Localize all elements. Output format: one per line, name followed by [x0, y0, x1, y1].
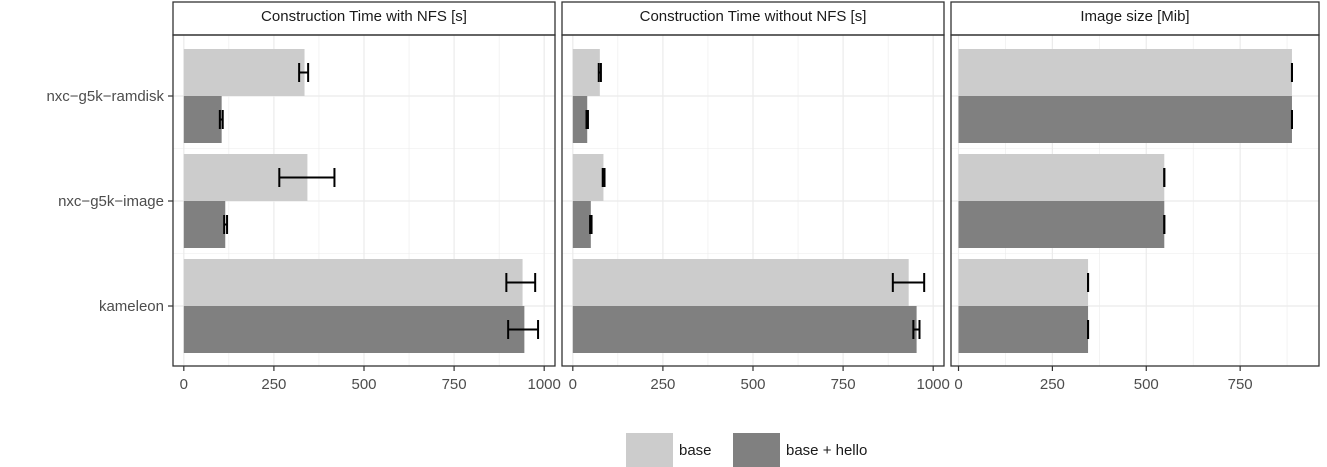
- error-bar-base-nxc-g5k-ramdisk: [298, 63, 310, 82]
- bar-base-hello-nxc-g5k-ramdisk: [958, 96, 1292, 143]
- facet-strip: [173, 2, 555, 35]
- legend-key-base: [626, 433, 673, 467]
- legend-label-base: base: [679, 442, 712, 459]
- legend-key-base-hello: [733, 433, 780, 467]
- facet-title: Construction Time without NFS [s]: [640, 8, 867, 25]
- bar-base-nxc-g5k-image: [958, 154, 1165, 201]
- error-bar-base-nxc-g5k-image: [278, 168, 336, 187]
- error-bar-base-hello-nxc-g5k-ramdisk: [218, 110, 224, 129]
- error-bar-base-hello-kameleon: [507, 320, 540, 339]
- facet-panel-1: Construction Time with NFS [s] 0 250 500 750…: [172, 1, 561, 393]
- bar-base-hello-nxc-g5k-ramdisk: [572, 96, 588, 143]
- x-tick-label: 250: [650, 376, 675, 393]
- facet-title: Image size [Mib]: [1080, 8, 1189, 25]
- x-tick-label: 500: [1134, 376, 1159, 393]
- bar-base-hello-kameleon: [183, 306, 525, 353]
- bar-base-hello-nxc-g5k-image: [958, 201, 1165, 248]
- error-bar-base-nxc-g5k-ramdisk: [597, 63, 602, 82]
- strip-border: [172, 1, 556, 36]
- y-tick-label-nxc-g5k-image: nxc−g5k−image: [58, 193, 164, 210]
- error-bar-base-kameleon: [505, 273, 537, 292]
- x-tick-label: 500: [351, 376, 376, 393]
- facet-title: Construction Time with NFS [s]: [261, 8, 467, 25]
- bar-base-kameleon: [572, 259, 909, 306]
- facet-panel-3: Image size [Mib] 0 250 500 750: [950, 1, 1320, 393]
- bar-base-kameleon: [183, 259, 523, 306]
- bar-base-hello-nxc-g5k-image: [572, 201, 591, 248]
- bar-base-nxc-g5k-ramdisk: [572, 49, 600, 96]
- bar-base-hello-nxc-g5k-ramdisk: [183, 96, 222, 143]
- x-tick-label: 1000: [917, 376, 950, 393]
- x-tick-label: 500: [740, 376, 765, 393]
- y-tick-label-nxc-g5k-ramdisk: nxc−g5k−ramdisk: [46, 88, 164, 105]
- x-tick-label: 1000: [528, 376, 561, 393]
- x-tick-label: 250: [261, 376, 286, 393]
- x-tick-label: 0: [569, 376, 577, 393]
- facet-strip: [951, 2, 1319, 35]
- x-tick-label: 250: [1040, 376, 1065, 393]
- error-bar-base-kameleon: [891, 273, 926, 292]
- error-bar-base-hello-kameleon: [912, 320, 921, 339]
- facet-strip: [562, 2, 944, 35]
- bar-base-nxc-g5k-image: [572, 154, 604, 201]
- legend: base base + hello: [626, 433, 867, 467]
- x-tick-label: 0: [954, 376, 962, 393]
- bar-base-nxc-g5k-ramdisk: [183, 49, 305, 96]
- x-tick-label: 750: [442, 376, 467, 393]
- error-bar-base-hello-nxc-g5k-ramdisk: [585, 110, 589, 129]
- x-tick-label: 0: [180, 376, 188, 393]
- y-axis: nxc−g5k−ramdisk nxc−g5k−image kameleon: [46, 88, 173, 315]
- x-tick-label: 750: [831, 376, 856, 393]
- bar-base-hello-kameleon: [572, 306, 917, 353]
- x-tick-label: 750: [1228, 376, 1253, 393]
- bar-base-hello-kameleon: [958, 306, 1089, 353]
- bar-base-nxc-g5k-ramdisk: [958, 49, 1292, 96]
- bar-base-kameleon: [958, 259, 1089, 306]
- strip-border: [561, 1, 945, 36]
- bar-base-hello-nxc-g5k-image: [183, 201, 226, 248]
- y-tick-label-kameleon: kameleon: [99, 298, 164, 315]
- facet-panel-2: Construction Time without NFS [s] 0 250 500…: [561, 1, 950, 393]
- error-bar-base-nxc-g5k-image: [601, 168, 606, 187]
- error-bar-base-hello-nxc-g5k-image: [589, 215, 593, 234]
- strip-border: [950, 1, 1320, 36]
- error-bar-base-hello-nxc-g5k-image: [223, 215, 229, 234]
- legend-label-base-hello: base + hello: [786, 442, 867, 459]
